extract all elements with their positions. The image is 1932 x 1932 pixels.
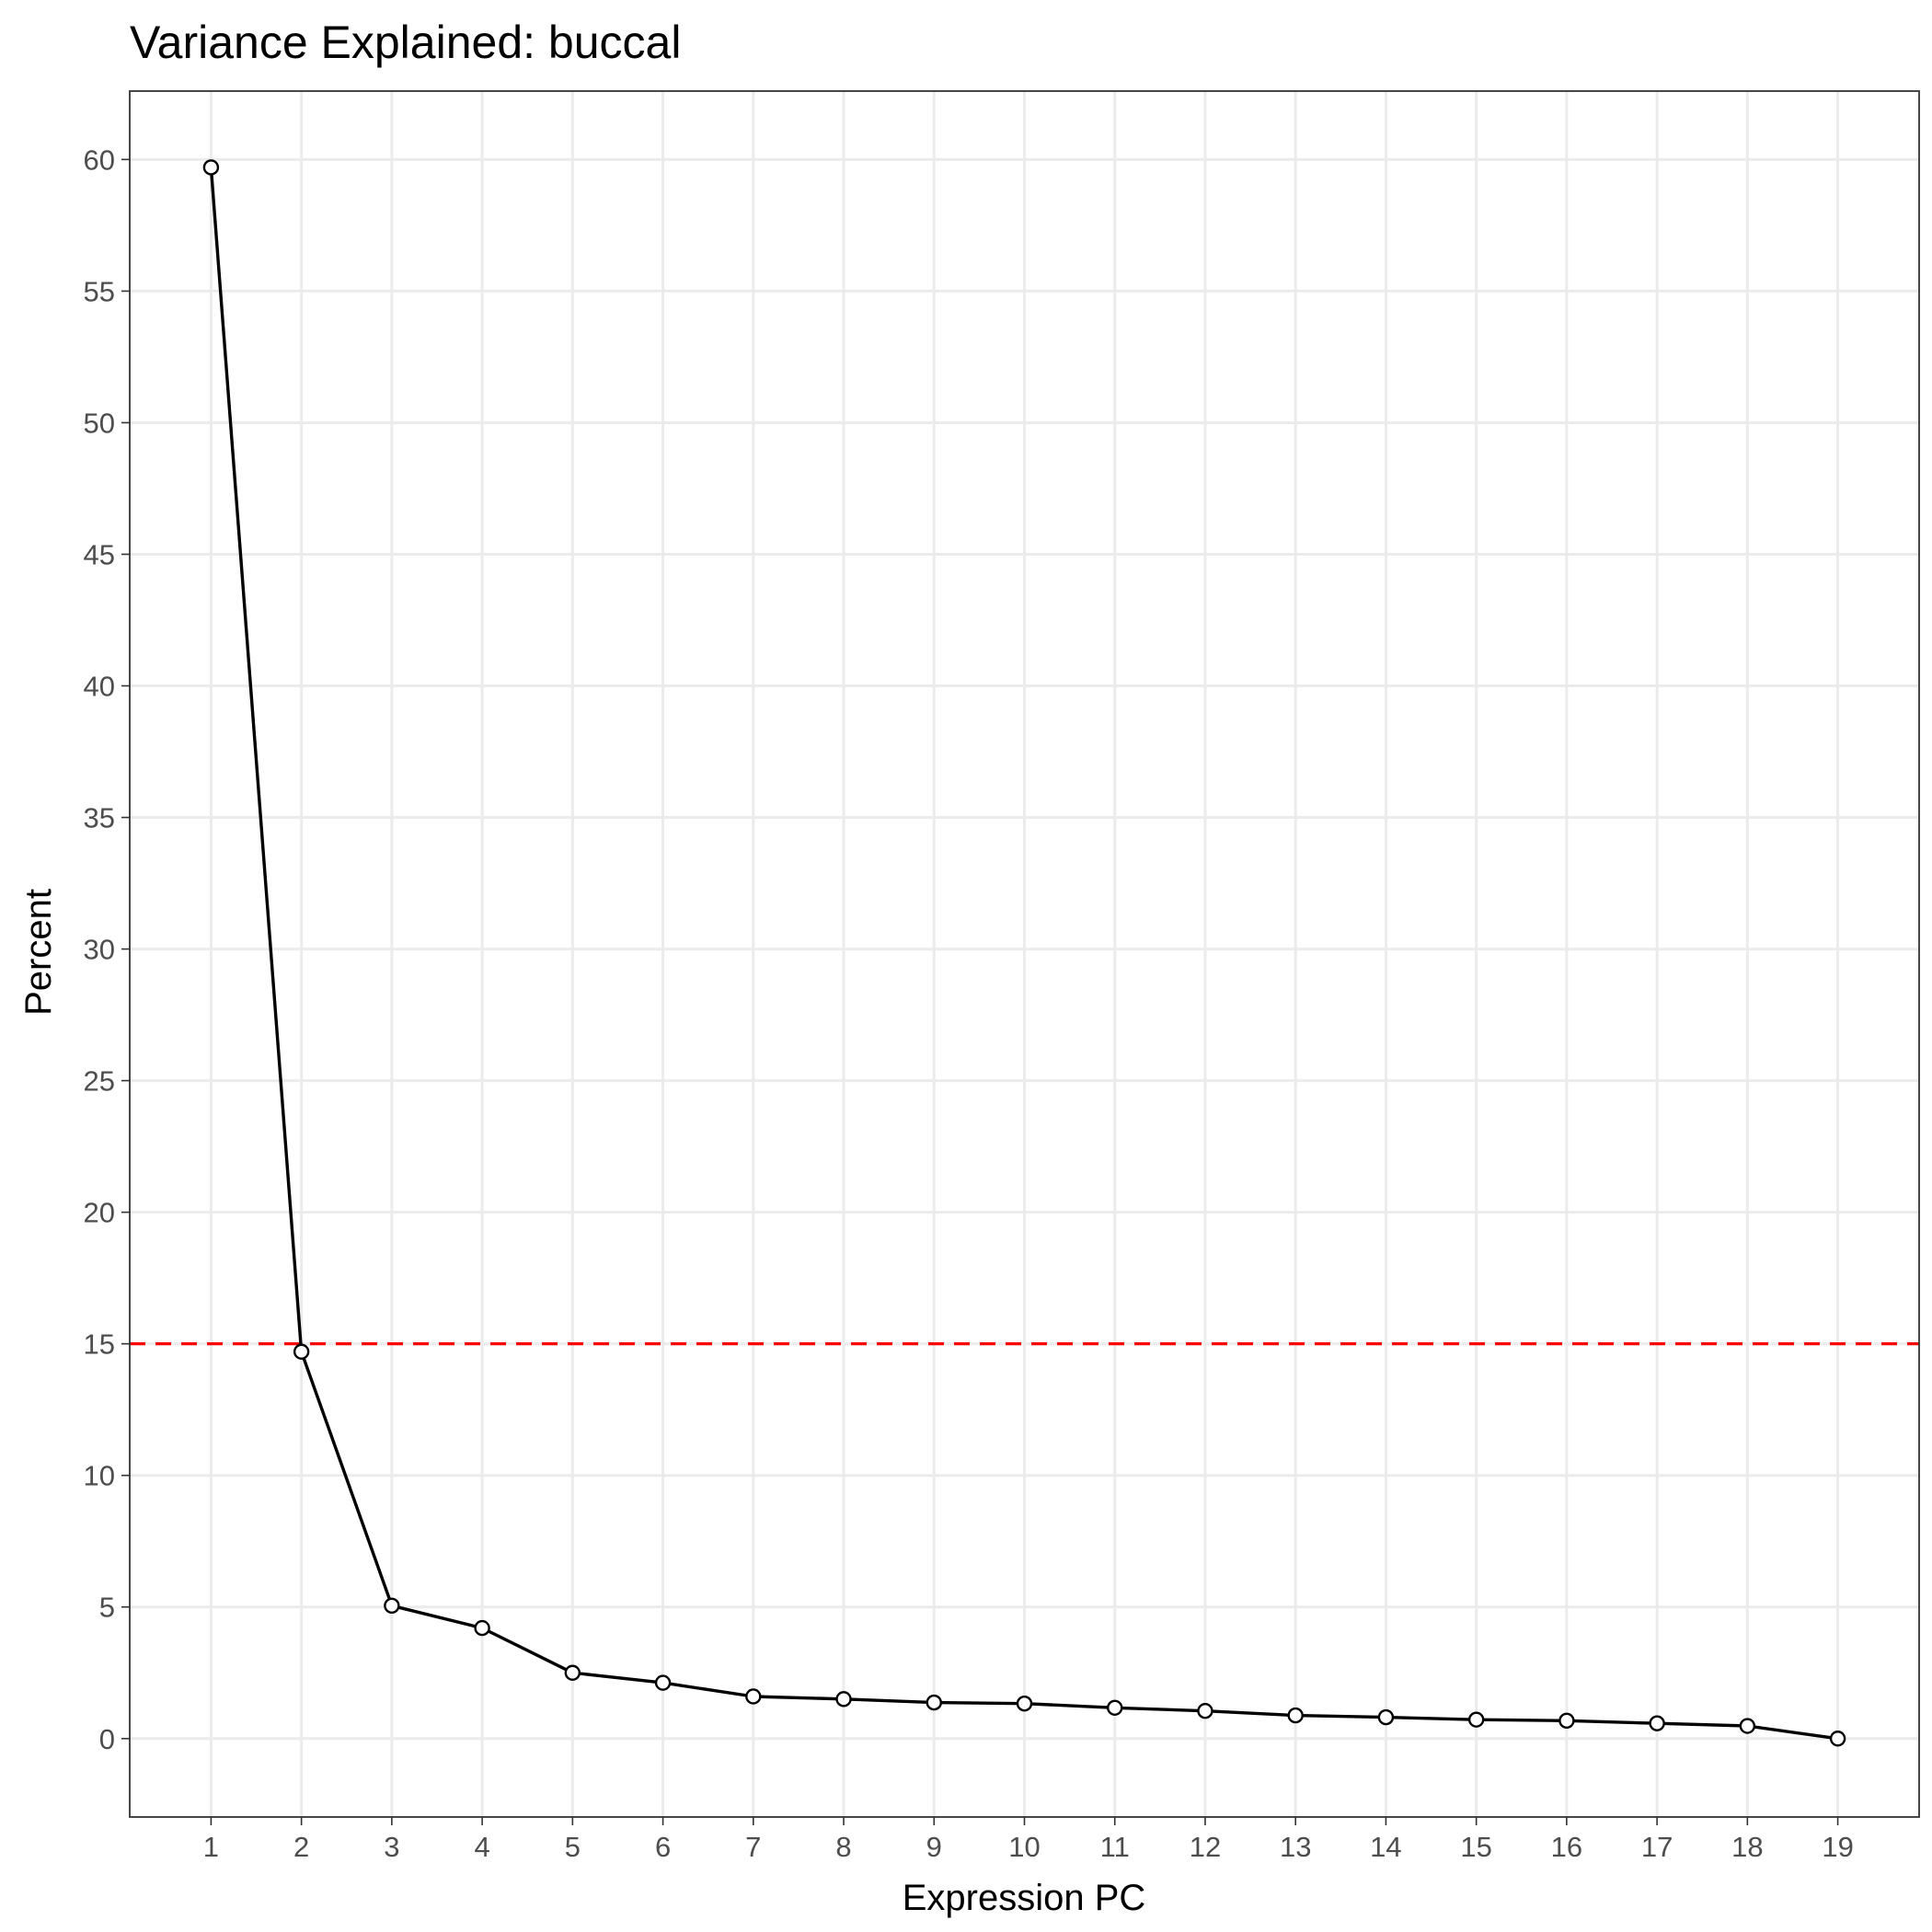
- data-point: [1829, 1731, 1846, 1747]
- y-tick-label: 25: [84, 1065, 115, 1098]
- x-tick-label: 15: [1460, 1831, 1491, 1863]
- y-tick-label: 30: [84, 934, 115, 966]
- series-layer: [202, 159, 1846, 1747]
- y-tick-label: 15: [84, 1328, 115, 1361]
- x-tick-label: 11: [1100, 1831, 1130, 1863]
- x-tick-label: 3: [384, 1831, 399, 1863]
- x-tick-label: 18: [1731, 1831, 1763, 1863]
- data-point: [1377, 1708, 1395, 1726]
- x-tick-label: 9: [926, 1831, 942, 1863]
- y-tick-label: 35: [84, 802, 115, 834]
- x-axis-title: Expression PC: [903, 1878, 1146, 1918]
- data-point: [835, 1691, 852, 1708]
- y-tick-label: 40: [84, 671, 115, 703]
- y-tick-label: 55: [84, 275, 115, 307]
- gridlines: [130, 91, 1919, 1817]
- data-point: [1558, 1712, 1575, 1730]
- data-point: [1287, 1707, 1304, 1724]
- y-tick-label: 10: [84, 1460, 115, 1492]
- x-tick-label: 2: [293, 1831, 309, 1863]
- data-point: [202, 159, 220, 176]
- data-point: [654, 1674, 672, 1691]
- x-tick-label: 17: [1641, 1831, 1673, 1863]
- chart-title: Variance Explained: buccal: [130, 17, 681, 68]
- y-tick-label: 0: [99, 1723, 115, 1755]
- data-point: [1467, 1711, 1485, 1728]
- x-tick-label: 5: [565, 1831, 581, 1863]
- data-point: [384, 1597, 400, 1614]
- y-tick-label: 60: [84, 144, 115, 176]
- x-tick-label: 13: [1280, 1831, 1311, 1863]
- data-point: [1739, 1718, 1756, 1734]
- data-point: [926, 1694, 942, 1711]
- data-point: [293, 1343, 310, 1360]
- x-tick-label: 12: [1190, 1831, 1221, 1863]
- data-point: [1197, 1703, 1213, 1719]
- x-tick-label: 10: [1008, 1831, 1040, 1863]
- x-tick-label: 7: [745, 1831, 761, 1863]
- x-tick-label: 19: [1822, 1831, 1853, 1863]
- x-tick-label: 6: [655, 1831, 671, 1863]
- y-tick-label: 50: [84, 407, 115, 439]
- x-tick-label: 14: [1370, 1831, 1401, 1863]
- x-tick-label: 4: [474, 1831, 489, 1863]
- y-tick-label: 5: [99, 1592, 115, 1624]
- y-tick-label: 20: [84, 1197, 115, 1229]
- x-tick-label: 1: [203, 1831, 219, 1863]
- y-axis-title: Percent: [18, 889, 59, 1016]
- x-tick-label: 8: [835, 1831, 851, 1863]
- x-tick-label: 16: [1551, 1831, 1582, 1863]
- data-point: [474, 1619, 490, 1637]
- data-point: [745, 1688, 762, 1705]
- data-point: [1016, 1696, 1033, 1712]
- data-point: [564, 1664, 581, 1681]
- y-tick-label: 45: [84, 538, 115, 570]
- data-point: [1107, 1699, 1123, 1716]
- data-point: [1649, 1715, 1665, 1731]
